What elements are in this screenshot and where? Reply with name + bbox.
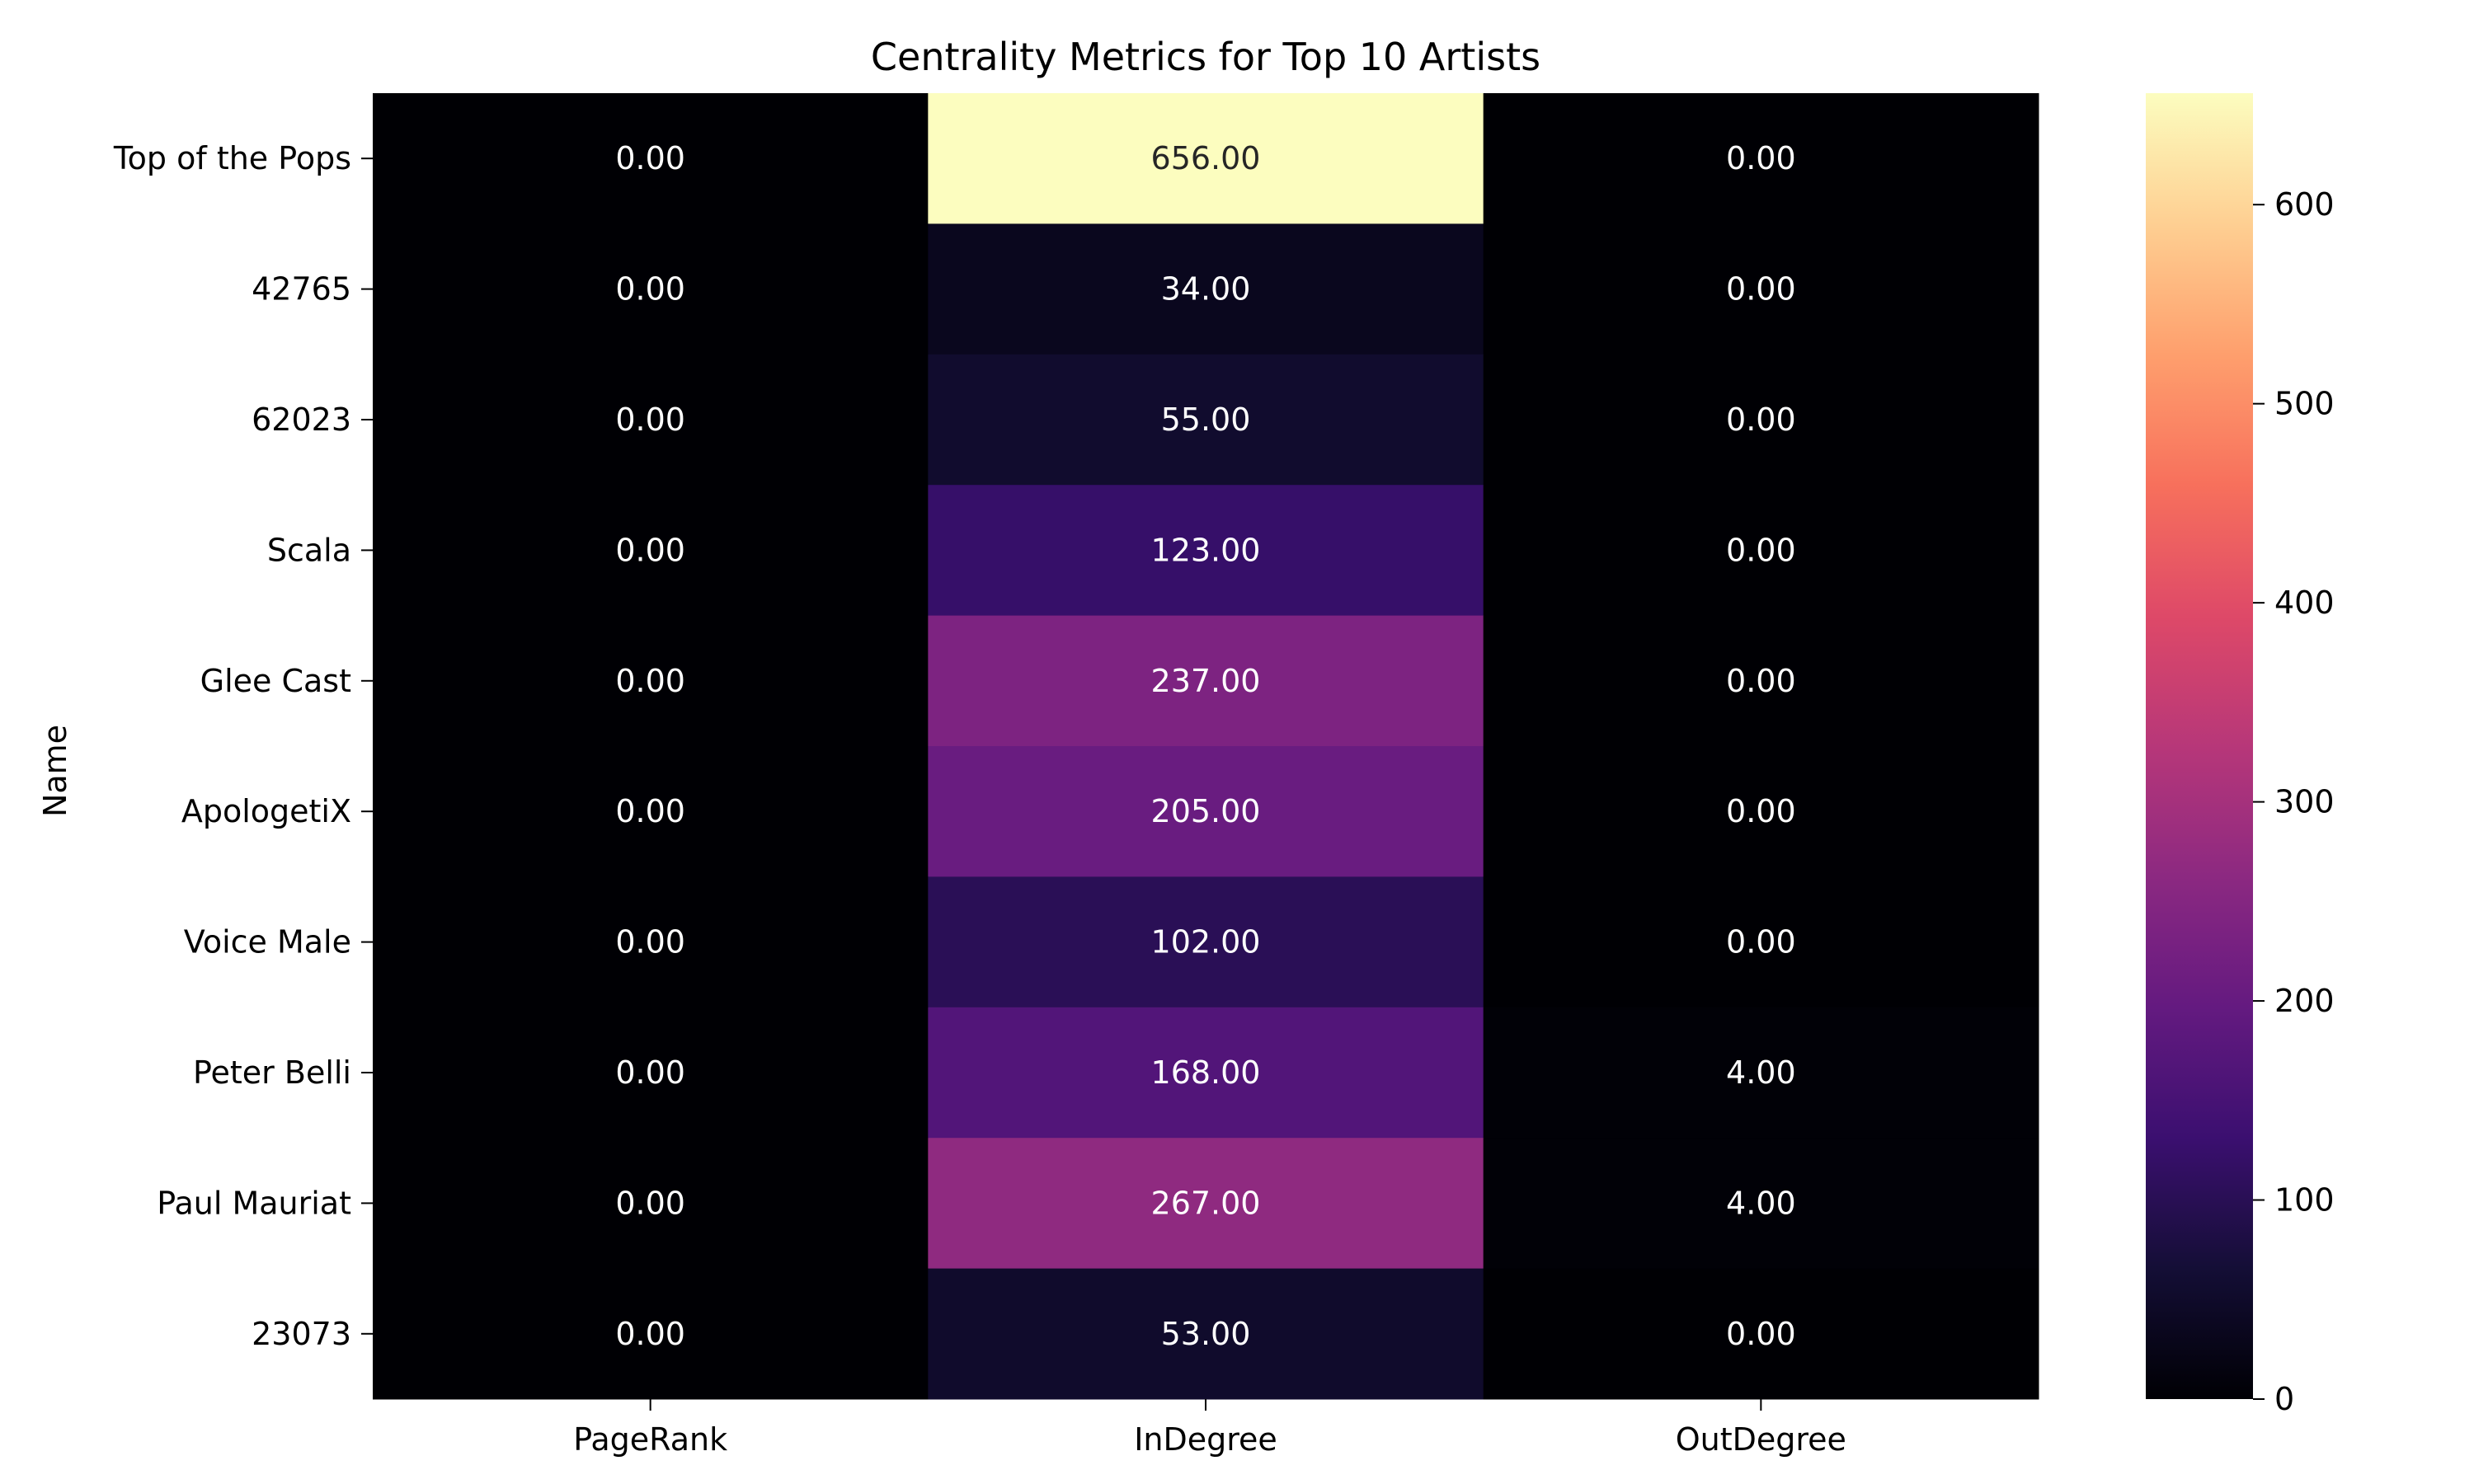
cell-value-label: 205.00 — [1151, 793, 1261, 829]
heatmap-cell — [373, 876, 929, 1008]
cell-value-label: 0.00 — [615, 663, 685, 699]
y-axis-label: Name — [37, 725, 73, 817]
heatmap-cell — [928, 485, 1484, 617]
y-tick-label: 23073 — [252, 1316, 351, 1352]
heatmap-cell — [928, 354, 1484, 486]
heatmap-cell — [928, 746, 1484, 877]
heatmap-cell — [1483, 746, 2039, 877]
cell-value-label: 0.00 — [1726, 793, 1796, 829]
y-tick-label: 42765 — [252, 271, 351, 308]
y-tick-label: Scala — [267, 532, 351, 568]
heatmap-cell — [1483, 615, 2039, 747]
heatmap-cell — [373, 93, 929, 224]
colorbar-tick-label: 500 — [2274, 386, 2335, 422]
cell-value-label: 656.00 — [1151, 140, 1261, 176]
colorbar-tick-label: 300 — [2274, 784, 2335, 820]
cell-value-label: 0.00 — [615, 1185, 685, 1221]
cell-value-label: 123.00 — [1151, 532, 1261, 568]
heatmap-cell — [928, 93, 1484, 224]
heatmap-cell — [373, 485, 929, 617]
heatmap-cell — [373, 1268, 929, 1400]
colorbar-tick-label: 200 — [2274, 983, 2335, 1019]
heatmap-cell — [1483, 485, 2039, 617]
cell-value-label: 0.00 — [1726, 271, 1796, 308]
heatmap-cell-labels: 0.00 656.00 0.00 0.00 34.00 0.00 0.00 55.00 0.00… — [615, 140, 1795, 1352]
x-tick-label: InDegree — [1134, 1421, 1277, 1458]
heatmap-cell — [373, 1007, 929, 1139]
colorbar-tick-label: 400 — [2274, 585, 2335, 621]
heatmap-cell — [1483, 1007, 2039, 1139]
heatmap-cell — [1483, 1138, 2039, 1270]
cell-value-label: 267.00 — [1151, 1185, 1261, 1221]
cell-value-label: 102.00 — [1151, 924, 1261, 960]
cell-value-label: 0.00 — [1726, 663, 1796, 699]
cell-value-label: 0.00 — [1726, 1316, 1796, 1352]
x-axis-ticks: PageRank InDegree OutDegree — [573, 1399, 1846, 1458]
colorbar-gradient — [2146, 93, 2253, 1399]
heatmap-cell — [373, 1138, 929, 1270]
heatmap-cell — [928, 615, 1484, 747]
cell-value-label: 0.00 — [615, 402, 685, 438]
heatmap-cell — [928, 1138, 1484, 1270]
cell-value-label: 34.00 — [1161, 271, 1251, 308]
x-tick-label: PageRank — [573, 1421, 727, 1458]
y-axis-ticks: Top of the Pops 42765 62023 Scala Glee Cast A… — [113, 140, 373, 1352]
cell-value-label: 168.00 — [1151, 1054, 1261, 1091]
colorbar: 0 100 200 300 400 500 600 — [2146, 93, 2335, 1417]
cell-value-label: 55.00 — [1161, 402, 1251, 438]
cell-value-label: 0.00 — [1726, 140, 1796, 176]
y-tick-label: Voice Male — [184, 924, 351, 960]
heatmap-cell — [1483, 1268, 2039, 1400]
heatmap-cell — [928, 1007, 1484, 1139]
cell-value-label: 53.00 — [1161, 1316, 1251, 1352]
y-tick-label: Peter Belli — [193, 1054, 351, 1091]
heatmap-cell — [373, 615, 929, 747]
y-tick-label: Paul Mauriat — [157, 1185, 351, 1221]
y-tick-label: Glee Cast — [200, 663, 351, 699]
colorbar-tick-label: 100 — [2274, 1182, 2335, 1219]
heatmap-cell — [373, 354, 929, 486]
heatmap-cell — [1483, 93, 2039, 224]
cell-value-label: 4.00 — [1726, 1185, 1796, 1221]
heatmap-cells — [373, 93, 2039, 1400]
cell-value-label: 0.00 — [615, 140, 685, 176]
y-tick-label: 62023 — [252, 402, 351, 438]
cell-value-label: 0.00 — [1726, 402, 1796, 438]
y-tick-label: Top of the Pops — [113, 140, 351, 176]
heatmap-cell — [373, 223, 929, 355]
chart-title: Centrality Metrics for Top 10 Artists — [871, 35, 1540, 79]
cell-value-label: 0.00 — [615, 1054, 685, 1091]
cell-value-label: 237.00 — [1151, 663, 1261, 699]
cell-value-label: 0.00 — [615, 271, 685, 308]
heatmap-cell — [928, 876, 1484, 1008]
heatmap-cell — [373, 746, 929, 877]
cell-value-label: 0.00 — [615, 532, 685, 568]
colorbar-tick-label: 600 — [2274, 186, 2335, 223]
cell-value-label: 4.00 — [1726, 1054, 1796, 1091]
cell-value-label: 0.00 — [1726, 924, 1796, 960]
heatmap-cell — [1483, 876, 2039, 1008]
cell-value-label: 0.00 — [615, 924, 685, 960]
heatmap-cell — [928, 1268, 1484, 1400]
cell-value-label: 0.00 — [1726, 532, 1796, 568]
x-tick-label: OutDegree — [1676, 1421, 1846, 1458]
cell-value-label: 0.00 — [615, 793, 685, 829]
heatmap-cell — [928, 223, 1484, 355]
y-tick-label: ApologetiX — [181, 793, 351, 829]
cell-value-label: 0.00 — [615, 1316, 685, 1352]
heatmap-cell — [1483, 354, 2039, 486]
heatmap-cell — [1483, 223, 2039, 355]
colorbar-tick-label: 0 — [2274, 1381, 2294, 1417]
